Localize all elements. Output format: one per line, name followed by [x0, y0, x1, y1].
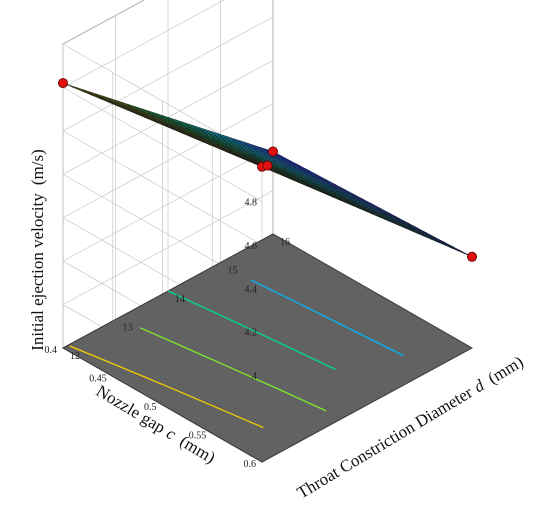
- design-point: [466, 251, 477, 262]
- c-tick-label: 0.55: [189, 431, 207, 442]
- z-tick-label: 4.8: [245, 197, 258, 208]
- c-tick-label: 0.6: [244, 459, 257, 470]
- d-tick-label: 15: [228, 266, 238, 277]
- c-tick-label: 0.45: [89, 374, 107, 385]
- z-tick-label: 4.4: [245, 284, 258, 295]
- c-tick-label: 0.4: [45, 345, 58, 356]
- c-tick-label: 0.5: [144, 402, 157, 413]
- design-point: [267, 146, 278, 157]
- d-tick-label: 13: [123, 323, 133, 334]
- floor-polygon: [61, 233, 474, 463]
- z-tick-label: 4: [252, 371, 257, 382]
- contour-line: [167, 290, 336, 371]
- z-tick-label: 4.2: [245, 328, 258, 339]
- design-point: [262, 160, 273, 171]
- design-points: [58, 78, 477, 262]
- design-point: [58, 78, 69, 89]
- contour-line: [139, 327, 327, 412]
- d-tick-label: 16: [280, 237, 290, 248]
- contour-line: [250, 279, 404, 357]
- d-tick-label: 12: [70, 351, 80, 362]
- z-tick-label: 5: [252, 154, 257, 165]
- response-surface: [62, 82, 473, 258]
- contour-line: [69, 345, 264, 429]
- z-tick-label: 4.6: [245, 241, 258, 252]
- floor-plane: [61, 233, 474, 463]
- axis-ticks: 4 4.2 4.4 4.6 4.8 5 0.4 0.45 0.5 0.55 0.6 12 13 14 15 1…: [45, 154, 291, 470]
- d-tick-label: 14: [175, 294, 185, 305]
- floor-contours: [69, 279, 404, 429]
- z-axis-label: Initial ejection velocity(m/s): [28, 149, 47, 351]
